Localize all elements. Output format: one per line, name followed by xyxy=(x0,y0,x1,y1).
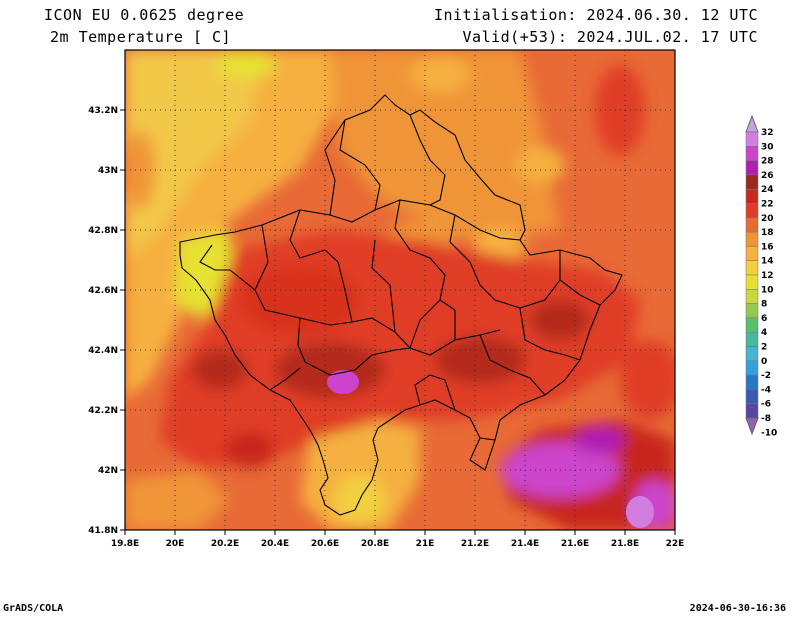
colorbar-label: -10 xyxy=(761,428,777,438)
admin-borders xyxy=(179,94,623,516)
colorbar-min-arrow xyxy=(745,417,759,436)
colorbar-swatch xyxy=(745,203,759,219)
lon-label: 22E xyxy=(666,539,685,549)
colorbar-swatch xyxy=(745,303,759,319)
colorbar-label: -6 xyxy=(761,400,771,410)
colorbar-swatch xyxy=(745,360,759,376)
axis-ticks xyxy=(120,109,676,535)
lon-label: 21.6E xyxy=(561,539,589,549)
latitude-labels: 41.8N 42N 42.2N 42.4N 42.6N 42.8N 43N 43… xyxy=(88,106,118,536)
lon-label: 19.8E xyxy=(111,539,139,549)
colorbar-label: 6 xyxy=(761,314,767,324)
colorbar-swatch xyxy=(745,331,759,347)
lon-label: 21E xyxy=(416,539,435,549)
colorbar-max-arrow xyxy=(745,114,759,133)
lat-label: 42.4N xyxy=(88,346,118,356)
lat-label: 43N xyxy=(98,166,118,176)
colorbar-swatch xyxy=(745,346,759,362)
colorbar-label: -8 xyxy=(761,414,771,424)
colorbar-label: 28 xyxy=(761,157,774,167)
colorbar-label: 8 xyxy=(761,300,767,310)
lon-label: 20.6E xyxy=(311,539,339,549)
colorbar-label: 14 xyxy=(761,257,774,267)
colorbar-label: 12 xyxy=(761,271,774,281)
initialisation-label: Initialisation: 2024.06.30. 12 UTC xyxy=(433,6,758,24)
colorbar-label: 16 xyxy=(761,242,774,252)
credit-label: GrADS/COLA xyxy=(3,603,64,614)
colorbar-label: -2 xyxy=(761,371,771,381)
colorbar-swatch xyxy=(745,289,759,304)
lat-label: 42N xyxy=(98,466,118,476)
lon-label: 21.8E xyxy=(611,539,639,549)
colorbar-label: 26 xyxy=(761,171,774,181)
colorbar-label: 24 xyxy=(761,185,774,195)
lat-label: 42.8N xyxy=(88,226,118,236)
colorbar-swatch xyxy=(745,374,759,390)
longitude-labels: 19.8E 20E 20.2E 20.4E 20.6E 20.8E 21E 21… xyxy=(111,539,685,549)
colorbar-label: -4 xyxy=(761,385,771,395)
lat-label: 43.2N xyxy=(88,106,118,116)
lat-label: 41.8N xyxy=(88,526,118,536)
colorbar-label: 4 xyxy=(761,328,767,338)
colorbar-label: 32 xyxy=(761,128,774,138)
model-title: ICON EU 0.0625 degree xyxy=(44,6,245,24)
graticule xyxy=(125,50,675,530)
colorbar-swatch xyxy=(745,174,759,190)
lon-label: 20.8E xyxy=(361,539,389,549)
colorbar-swatch xyxy=(745,217,759,233)
colorbar-swatch xyxy=(745,146,759,161)
colorbar-swatch xyxy=(745,160,759,176)
timestamp-label: 2024-06-30-16:36 xyxy=(689,603,786,614)
colorbar-label: 30 xyxy=(761,142,774,152)
colorbar-swatch xyxy=(745,274,759,290)
colorbar-swatch xyxy=(745,389,759,404)
colorbar-label: 2 xyxy=(761,343,767,353)
lon-label: 21.4E xyxy=(511,539,539,549)
temperature-field xyxy=(125,50,675,530)
lat-label: 42.2N xyxy=(88,406,118,416)
colorbar-swatch xyxy=(745,231,759,247)
colorbar-swatch xyxy=(745,188,759,204)
lon-label: 20.2E xyxy=(211,539,239,549)
lat-label: 42.6N xyxy=(88,286,118,296)
lon-label: 21.2E xyxy=(461,539,489,549)
colorbar-label: 22 xyxy=(761,200,774,210)
colorbar-label: 18 xyxy=(761,228,774,238)
colorbar-swatch xyxy=(745,317,759,333)
colorbar-swatch xyxy=(745,131,759,147)
colorbar-swatch xyxy=(745,246,759,261)
valid-time-label: Valid(+53): 2024.JUL.02. 17 UTC xyxy=(462,28,758,46)
lon-label: 20E xyxy=(166,539,185,549)
variable-title: 2m Temperature [ C] xyxy=(50,28,232,46)
colorbar-label: 0 xyxy=(761,357,767,367)
lon-label: 20.4E xyxy=(261,539,289,549)
colorbar-swatch xyxy=(745,260,759,276)
colorbar-label: 10 xyxy=(761,285,774,295)
colorbar-label: 20 xyxy=(761,214,774,224)
colorbar-swatch xyxy=(745,403,759,419)
